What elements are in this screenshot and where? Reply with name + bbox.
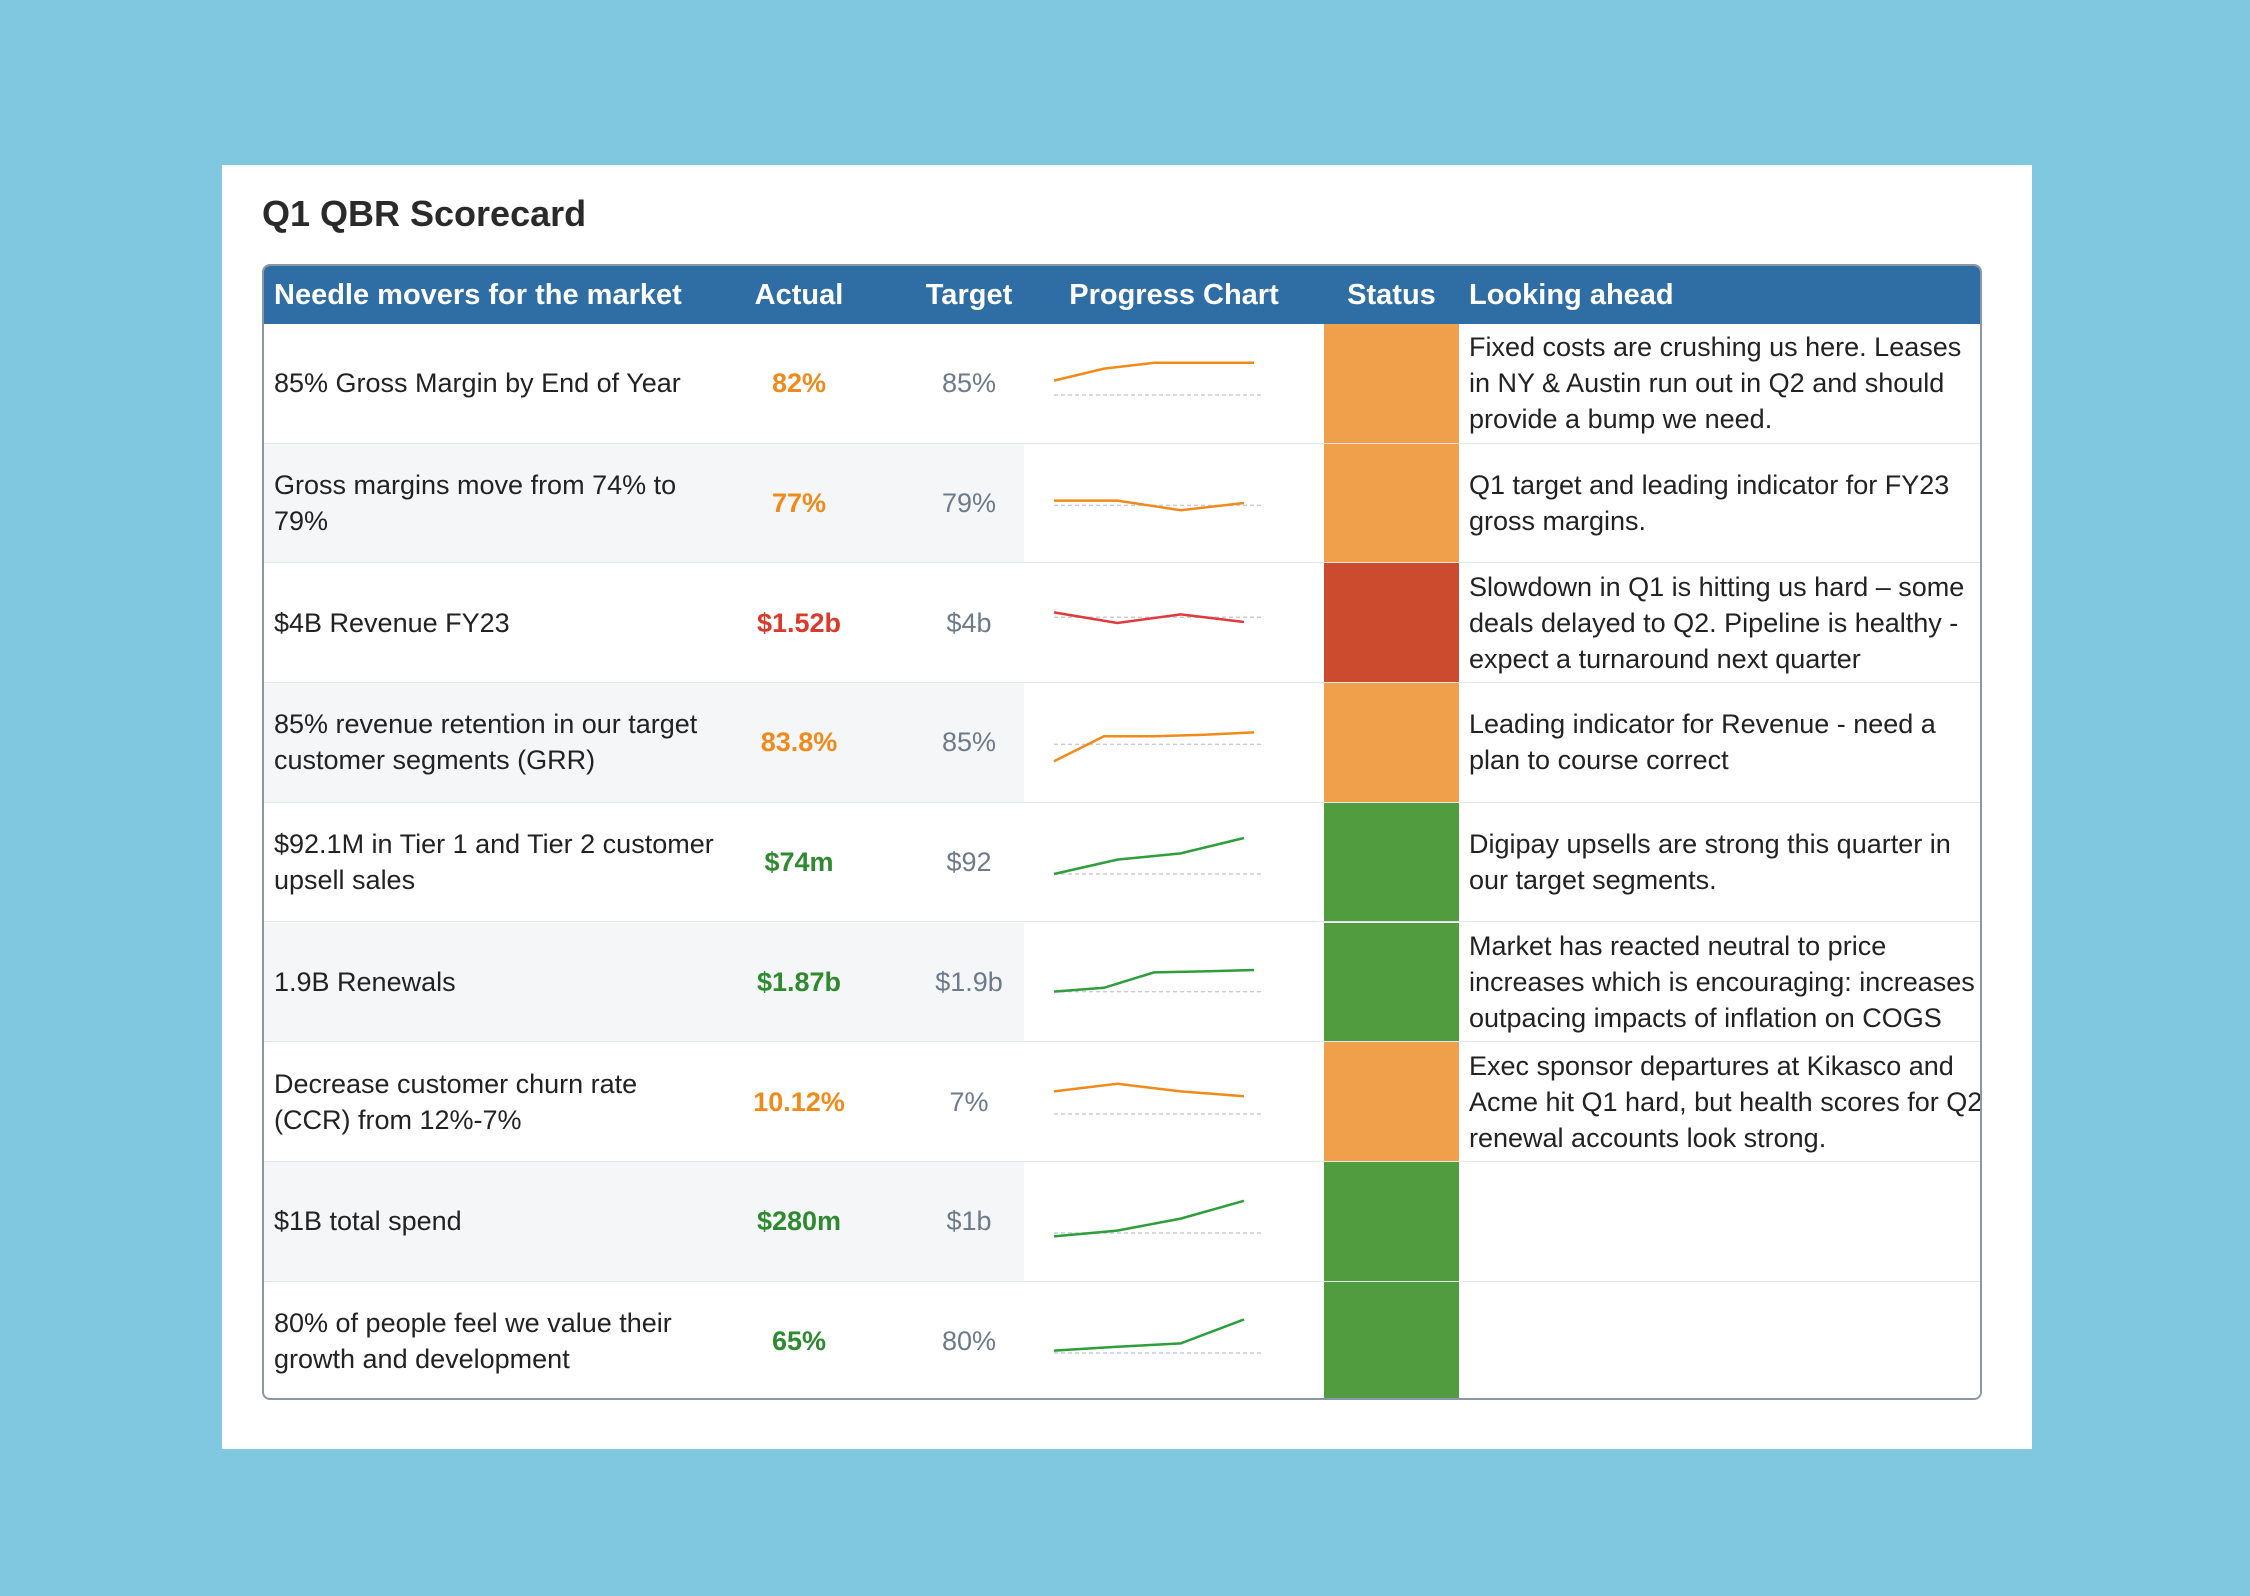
looking-ahead-note: Leading indicator for Revenue - need a p… (1459, 683, 1980, 802)
looking-ahead-note (1459, 1161, 1980, 1281)
progress-sparkline (1024, 443, 1324, 563)
table-row: Gross margins move from 74% to 79% 77% 79%… (264, 443, 1980, 564)
header-target: Target (925, 279, 1013, 311)
metric-label: 1.9B Renewals (274, 966, 456, 997)
metric-label: 85% Gross Margin by End of Year (274, 368, 681, 399)
sparkline-svg (1053, 1318, 1264, 1354)
sparkline-trend (1053, 1082, 1245, 1097)
metric-label: 85% revenue retention in our target cust… (274, 709, 698, 776)
actual-value: 77% (771, 488, 827, 519)
looking-ahead-text: Digipay upsells are strong this quarter … (1469, 829, 1951, 896)
looking-ahead-note: Slowdown in Q1 is hitting us hard – some… (1459, 563, 1980, 683)
status-indicator (1324, 1161, 1459, 1281)
status-indicator (1324, 1042, 1459, 1161)
sparkline-trend (1053, 610, 1245, 624)
actual-value: $1.52b (756, 607, 842, 638)
progress-sparkline (1024, 683, 1324, 802)
looking-ahead-note: Digipay upsells are strong this quarter … (1459, 802, 1980, 922)
sparkline-svg (1053, 1082, 1264, 1115)
progress-sparkline (1024, 324, 1324, 443)
sparkline-trend (1053, 361, 1254, 383)
status-indicator (1324, 563, 1459, 683)
header-metric: Needle movers for the market (274, 279, 682, 311)
sparkline-svg (1053, 836, 1264, 876)
looking-ahead-text: Q1 target and leading indicator for FY23… (1469, 470, 1950, 537)
looking-ahead-note: Fixed costs are crushing us here. Leases… (1459, 324, 1980, 443)
sparkline-trend (1053, 1318, 1245, 1352)
header-progress-chart: Progress Chart (1069, 279, 1279, 311)
metric-label: Gross margins move from 74% to 79% (274, 470, 677, 537)
looking-ahead-note (1459, 1281, 1980, 1398)
looking-ahead-text: Fixed costs are crushing us here. Leases… (1469, 332, 1962, 435)
status-indicator (1324, 324, 1459, 443)
table-header: Needle movers for the market Actual Targ… (264, 266, 1980, 324)
looking-ahead-text: Exec sponsor departures at Kikasco and A… (1469, 1050, 1982, 1153)
progress-sparkline (1024, 1042, 1324, 1161)
looking-ahead-note: Q1 target and leading indicator for FY23… (1459, 443, 1980, 563)
metric-label: Decrease customer churn rate (CCR) from … (274, 1068, 638, 1135)
actual-value: $74m (764, 847, 834, 878)
status-indicator (1324, 1281, 1459, 1398)
header-actual: Actual (754, 279, 844, 311)
sparkline-trend (1053, 731, 1255, 763)
metric-label: 80% of people feel we value their growth… (274, 1307, 672, 1374)
target-value: $1.9b (935, 966, 1003, 997)
table-row: 85% Gross Margin by End of Year 82% 85% Fix… (264, 324, 1980, 444)
sparkline-svg (1054, 499, 1264, 512)
progress-sparkline (1024, 1161, 1324, 1281)
header-status: Status (1347, 279, 1436, 311)
table-row: 80% of people feel we value their growth… (264, 1281, 1980, 1398)
sparkline-svg (1053, 1199, 1264, 1238)
status-indicator (1324, 443, 1459, 563)
looking-ahead-text: Leading indicator for Revenue - need a p… (1469, 709, 1936, 776)
actual-value: 65% (771, 1325, 827, 1356)
header-looking-ahead: Looking ahead (1469, 279, 1674, 311)
actual-value: 83.8% (760, 727, 838, 758)
progress-sparkline (1024, 922, 1324, 1042)
target-value: 80% (941, 1325, 997, 1356)
target-value: 85% (941, 368, 997, 399)
progress-sparkline (1024, 563, 1324, 683)
table-row: $92.1M in Tier 1 and Tier 2 customer ups… (264, 802, 1980, 923)
metric-label: $92.1M in Tier 1 and Tier 2 customer ups… (274, 829, 714, 896)
looking-ahead-text: Slowdown in Q1 is hitting us hard – some… (1469, 571, 1965, 674)
looking-ahead-text: Market has reacted neutral to price incr… (1469, 930, 1975, 1033)
status-indicator (1324, 922, 1459, 1042)
scorecard-table: Needle movers for the market Actual Targ… (262, 264, 1982, 1400)
metric-label: $1B total spend (274, 1206, 462, 1237)
sparkline-trend (1053, 968, 1255, 993)
looking-ahead-note: Exec sponsor departures at Kikasco and A… (1459, 1042, 1982, 1161)
progress-sparkline (1024, 802, 1324, 922)
sparkline-svg (1053, 361, 1264, 397)
target-value: 7% (949, 1086, 989, 1117)
status-indicator (1324, 802, 1459, 922)
sparkline-trend (1054, 499, 1245, 512)
target-value: 79% (941, 488, 997, 519)
sparkline-svg (1053, 968, 1264, 993)
table-row: Decrease customer churn rate (CCR) from … (264, 1042, 1980, 1162)
target-value: $4b (946, 607, 992, 638)
table-row: $4B Revenue FY23 $1.52b $4b Slowdown in Q1 … (264, 563, 1980, 684)
looking-ahead-note: Market has reacted neutral to price incr… (1459, 922, 1980, 1042)
target-value: 85% (941, 727, 997, 758)
actual-value: 82% (771, 368, 827, 399)
sparkline-svg (1053, 610, 1264, 624)
actual-value: $1.87b (756, 966, 842, 997)
sparkline-trend (1053, 836, 1245, 876)
metric-label: $4B Revenue FY23 (274, 607, 510, 638)
status-indicator (1324, 683, 1459, 802)
target-value: $92 (946, 847, 992, 878)
sparkline-trend (1053, 1199, 1245, 1238)
scorecard-card: Q1 QBR Scorecard Needle movers for the m… (222, 165, 2032, 1449)
progress-sparkline (1024, 1281, 1324, 1398)
target-value: $1b (946, 1206, 992, 1237)
table-row: 85% revenue retention in our target cust… (264, 683, 1980, 803)
table-row: $1B total spend $280m $1b (264, 1161, 1980, 1282)
actual-value: $280m (756, 1206, 842, 1237)
page-title: Q1 QBR Scorecard (262, 193, 587, 234)
sparkline-svg (1053, 731, 1264, 763)
table-row: 1.9B Renewals $1.87b $1.9b Market has react… (264, 922, 1980, 1043)
actual-value: 10.12% (753, 1086, 845, 1117)
